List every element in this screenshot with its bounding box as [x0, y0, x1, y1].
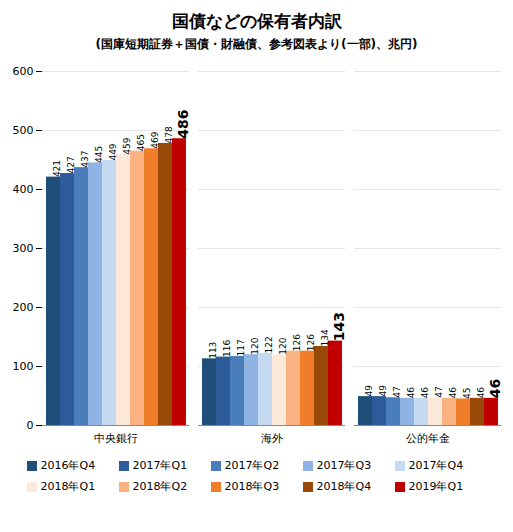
svg-text:49: 49 [378, 385, 388, 397]
svg-text:421: 421 [52, 160, 62, 177]
svg-text:500: 500 [13, 124, 34, 137]
svg-text:445: 445 [94, 146, 104, 163]
svg-text:113: 113 [208, 342, 218, 359]
svg-text:116: 116 [222, 340, 232, 357]
svg-text:134: 134 [320, 329, 330, 346]
svg-text:46: 46 [420, 387, 430, 399]
svg-text:478: 478 [164, 126, 174, 143]
svg-text:486: 486 [175, 110, 191, 139]
svg-text:46: 46 [448, 387, 458, 399]
html-text:2018年Q2: 2018年Q2 [132, 480, 188, 493]
svg-text:46: 46 [487, 379, 503, 398]
html-text:2019年Q1: 2019年Q1 [408, 480, 464, 493]
svg-text:100: 100 [13, 360, 34, 373]
html-text:2017年Q4: 2017年Q4 [408, 459, 464, 472]
html-text:(国庫短期証券＋国債・財融債、参考図表より(一部)、兆円): (国庫短期証券＋国債・財融債、参考図表より(一部)、兆円) [95, 37, 418, 51]
svg-text:0: 0 [27, 419, 34, 432]
svg-text:469: 469 [150, 131, 160, 148]
html-text:国債などの保有者内訳: 国債などの保有者内訳 [171, 11, 342, 31]
svg-text:49: 49 [364, 385, 374, 397]
svg-text:459: 459 [122, 137, 132, 154]
svg-text:47: 47 [392, 386, 402, 397]
html-text:2018年Q3: 2018年Q3 [224, 480, 280, 493]
svg-text:117: 117 [236, 339, 246, 356]
html-text:2018年Q1: 2018年Q1 [40, 480, 96, 493]
svg-text:143: 143 [331, 312, 347, 341]
svg-text:465: 465 [136, 134, 146, 151]
svg-text:437: 437 [80, 150, 90, 167]
svg-text:46: 46 [406, 387, 416, 399]
svg-text:126: 126 [292, 334, 302, 351]
svg-text:海外: 海外 [261, 432, 283, 445]
svg-text:449: 449 [108, 143, 118, 160]
svg-text:46: 46 [476, 387, 486, 399]
svg-text:600: 600 [13, 65, 34, 78]
html-text:2017年Q2: 2017年Q2 [224, 459, 280, 472]
html-text:2018年Q4: 2018年Q4 [316, 480, 372, 493]
html-text:2017年Q1: 2017年Q1 [132, 459, 188, 472]
svg-text:公的年金: 公的年金 [406, 432, 450, 445]
html-text:2016年Q4: 2016年Q4 [40, 459, 96, 472]
svg-text:120: 120 [250, 337, 260, 354]
svg-text:120: 120 [278, 337, 288, 354]
svg-text:427: 427 [66, 156, 76, 173]
svg-text:200: 200 [13, 301, 34, 314]
svg-text:126: 126 [306, 334, 316, 351]
svg-text:300: 300 [13, 242, 34, 255]
html-text:2017年Q3: 2017年Q3 [316, 459, 372, 472]
svg-text:122: 122 [264, 336, 274, 353]
svg-text:45: 45 [462, 387, 472, 398]
svg-text:400: 400 [13, 183, 34, 196]
svg-text:47: 47 [434, 386, 444, 397]
svg-text:中央銀行: 中央銀行 [94, 432, 138, 445]
